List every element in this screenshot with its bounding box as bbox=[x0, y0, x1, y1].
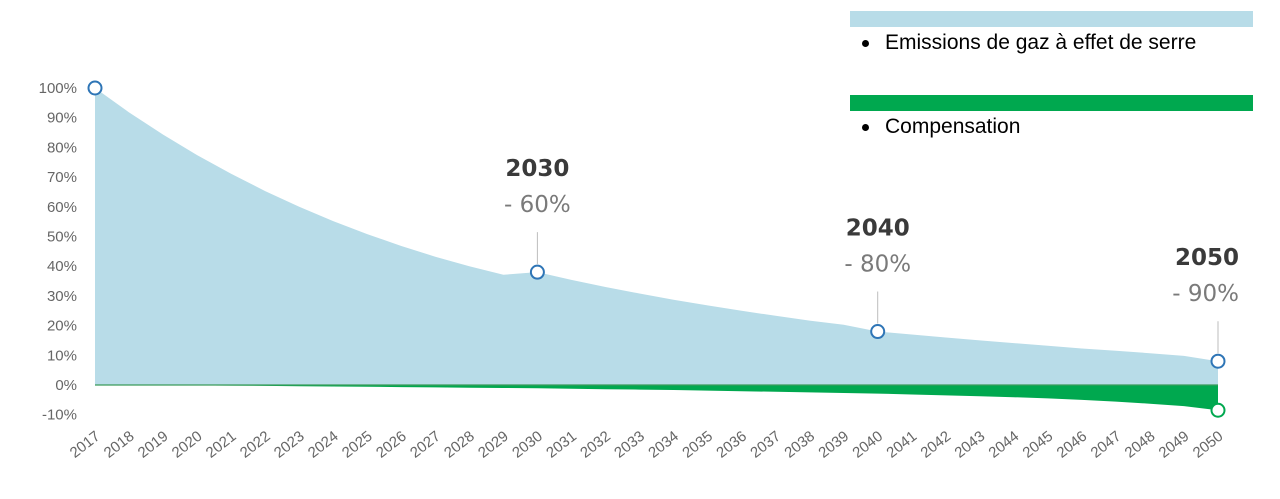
x-tick-label: 2041 bbox=[883, 428, 920, 462]
chart-annotations: 2030 - 60% 2040 - 80% 2050 - 90% bbox=[504, 156, 1239, 354]
legend-emissions-entry: Emissions de gaz à effet de serre bbox=[850, 31, 1253, 55]
y-tick-label: 50% bbox=[47, 229, 77, 246]
legend-emissions-swatch bbox=[850, 11, 1253, 27]
y-tick-label: 0% bbox=[55, 377, 77, 394]
x-tick-label: 2045 bbox=[1020, 428, 1057, 462]
y-tick-label: -10% bbox=[42, 407, 77, 424]
x-tick-label: 2019 bbox=[135, 428, 172, 462]
x-tick-label: 2020 bbox=[169, 428, 206, 462]
x-tick-label: 2050 bbox=[1190, 428, 1227, 462]
x-tick-label: 2028 bbox=[441, 428, 478, 462]
x-tick-label: 2032 bbox=[577, 428, 614, 462]
legend-emissions-label: Emissions de gaz à effet de serre bbox=[885, 31, 1197, 54]
x-tick-label: 2046 bbox=[1054, 428, 1091, 462]
x-tick-label: 2035 bbox=[679, 428, 716, 462]
x-tick-label: 2030 bbox=[509, 428, 546, 462]
legend-compensation: Compensation bbox=[850, 95, 1253, 139]
x-tick-label: 2027 bbox=[407, 428, 444, 462]
annotation-pct-2040: - 80% bbox=[844, 252, 911, 278]
legend-compensation-entry: Compensation bbox=[850, 115, 1253, 139]
y-tick-label: 10% bbox=[47, 347, 77, 364]
x-tick-label: 2023 bbox=[271, 428, 308, 462]
x-axis: 2017201820192020202120222023202420252026… bbox=[67, 428, 1227, 462]
chart-areas bbox=[95, 88, 1218, 411]
chart-markers bbox=[87, 80, 1226, 418]
marker-series-0-2050 bbox=[1210, 353, 1226, 369]
x-tick-label: 2034 bbox=[645, 428, 682, 462]
x-tick-label: 2036 bbox=[713, 428, 750, 462]
x-tick-label: 2018 bbox=[101, 428, 138, 462]
area-series-0 bbox=[95, 88, 1218, 385]
marker-series-0-2017 bbox=[87, 80, 103, 96]
x-tick-label: 2044 bbox=[986, 428, 1023, 462]
x-tick-label: 2039 bbox=[815, 428, 852, 462]
x-tick-label: 2024 bbox=[305, 428, 342, 462]
x-tick-label: 2025 bbox=[339, 428, 376, 462]
y-tick-label: 90% bbox=[47, 110, 77, 127]
legend-emissions: Emissions de gaz à effet de serre bbox=[850, 11, 1253, 55]
legend-compensation-swatch bbox=[850, 95, 1253, 111]
y-axis: 100% 90% 80% 70% 60% 50% 40% 30% 20% 10% 0% -10% bbox=[39, 80, 77, 424]
x-tick-label: 2026 bbox=[373, 428, 410, 462]
marker-series-1-2050 bbox=[1210, 402, 1226, 418]
y-tick-label: 30% bbox=[47, 288, 77, 305]
y-tick-label: 80% bbox=[47, 139, 77, 156]
x-tick-label: 2022 bbox=[237, 428, 274, 462]
legend-compensation-label: Compensation bbox=[885, 115, 1021, 138]
marker-series-0-2040 bbox=[870, 324, 886, 340]
x-tick-label: 2042 bbox=[917, 428, 954, 462]
bullet-icon bbox=[862, 123, 869, 131]
annotation-year-2040: 2040 bbox=[846, 216, 910, 242]
x-tick-label: 2043 bbox=[951, 428, 988, 462]
x-tick-label: 2038 bbox=[781, 428, 818, 462]
y-tick-label: 60% bbox=[47, 199, 77, 216]
y-tick-label: 70% bbox=[47, 169, 77, 186]
annotation-year-2030: 2030 bbox=[505, 156, 569, 182]
x-tick-label: 2017 bbox=[67, 428, 104, 462]
x-tick-label: 2029 bbox=[475, 428, 512, 462]
x-tick-label: 2037 bbox=[747, 428, 784, 462]
area-series-1 bbox=[95, 385, 1218, 411]
x-tick-label: 2021 bbox=[203, 428, 240, 462]
x-tick-label: 2040 bbox=[849, 428, 886, 462]
y-tick-label: 100% bbox=[39, 80, 77, 97]
marker-series-0-2030 bbox=[529, 264, 545, 280]
x-tick-label: 2048 bbox=[1122, 428, 1159, 462]
x-tick-label: 2049 bbox=[1156, 428, 1193, 462]
bullet-icon bbox=[862, 39, 869, 47]
annotation-year-2050: 2050 bbox=[1175, 245, 1239, 271]
y-tick-label: 20% bbox=[47, 318, 77, 335]
x-tick-label: 2047 bbox=[1088, 428, 1125, 462]
x-tick-label: 2031 bbox=[543, 428, 580, 462]
annotation-pct-2050: - 90% bbox=[1172, 281, 1239, 307]
annotation-pct-2030: - 60% bbox=[504, 192, 571, 218]
y-tick-label: 40% bbox=[47, 258, 77, 275]
x-tick-label: 2033 bbox=[611, 428, 648, 462]
